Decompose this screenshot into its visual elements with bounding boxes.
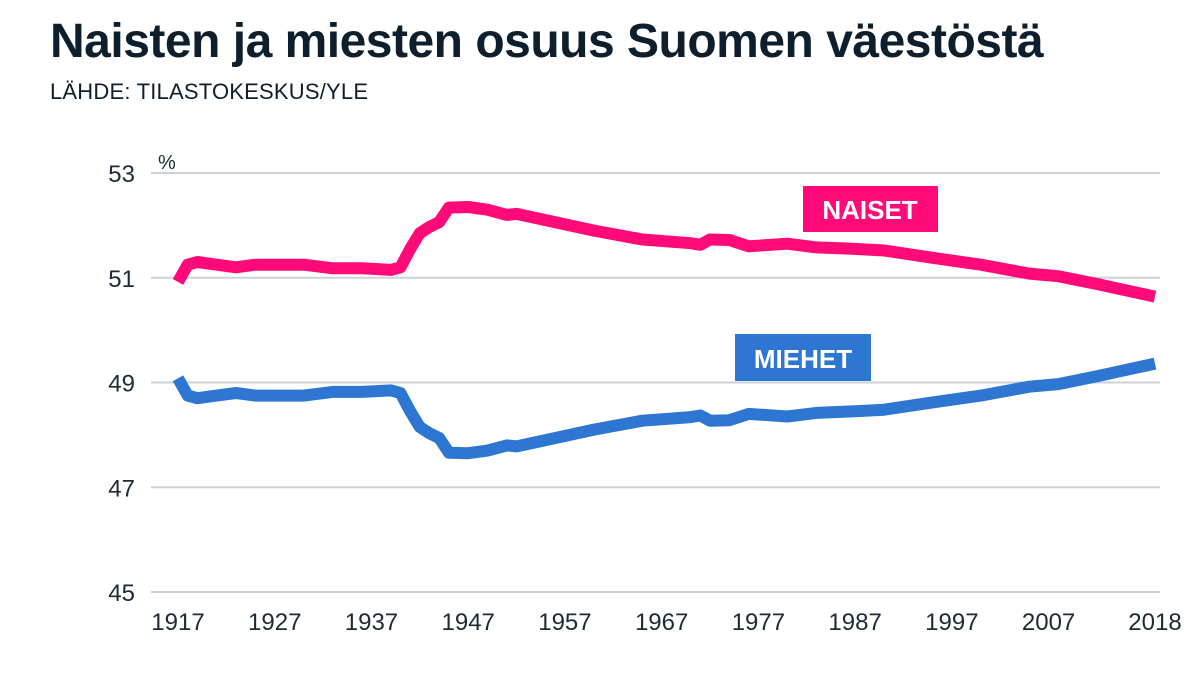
y-tick-label: 53 [108,161,135,188]
naiset-label: NAISET [822,195,917,225]
chart-source: LÄHDE: TILASTOKESKUS/YLE [50,79,369,104]
x-tick-label: 2018 [1128,609,1181,636]
y-axis-ticks: 45 47 49 51 53 [108,161,135,607]
series-line-miehet [172,357,1157,460]
miehet-label-box [735,334,871,381]
x-tick-label: 2007 [1022,609,1075,636]
gridlines [151,172,1160,593]
y-tick-label: 49 [108,371,135,398]
x-tick-label: 1937 [345,609,398,636]
y-tick-label: 47 [108,475,135,502]
x-tick-label: 1987 [828,609,881,636]
y-tick-label: 45 [108,580,135,607]
x-tick-label: 1967 [635,609,688,636]
naiset-label-box [803,186,938,232]
x-tick-label: 1947 [442,609,495,636]
x-tick-label: 1997 [925,609,978,636]
x-axis-ticks: 1917 1927 1937 1947 1957 1967 1977 1987 1997 2007… [151,609,1181,636]
chart-title: Naisten ja miesten osuus Suomen väestöst… [50,15,1044,68]
x-tick-label: 1957 [538,609,591,636]
series-labels: NAISET MIEHET [735,186,938,381]
x-tick-label: 1977 [732,609,785,636]
series-line-naiset [172,201,1157,303]
x-tick-label: 1927 [248,609,301,636]
y-tick-label: 51 [108,266,135,293]
miehet-label: MIEHET [754,344,852,374]
series-lines [172,201,1157,460]
x-tick-label: 1917 [151,609,204,636]
y-axis-unit: % [158,152,176,174]
